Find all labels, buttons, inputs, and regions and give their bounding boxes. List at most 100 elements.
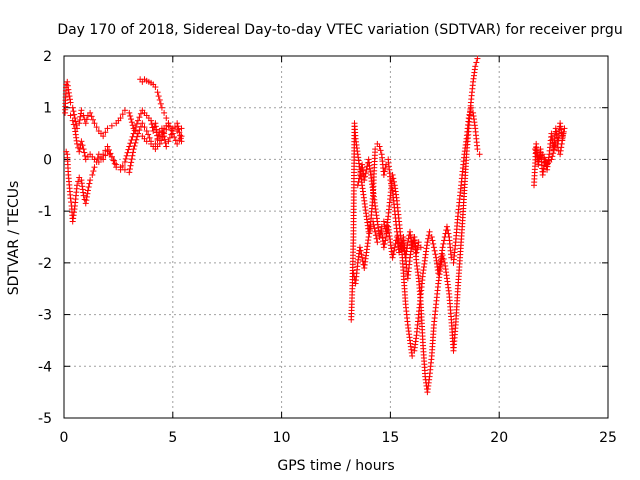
data-point-arc-g <box>404 239 411 246</box>
data-point-arc-b <box>130 149 137 156</box>
data-point-arc-c <box>111 160 118 167</box>
data-point-arc-f <box>389 171 396 178</box>
data-point-arc-g <box>414 246 421 253</box>
data-point-arc-e <box>376 143 383 150</box>
data-point-arc-d <box>161 109 168 116</box>
data-point-arc-i <box>559 137 566 144</box>
data-point-arc-c <box>79 142 86 149</box>
data-point-arc-a <box>83 116 90 123</box>
data-point-arc-a <box>72 118 79 125</box>
data-point-arc-i <box>558 144 565 151</box>
data-point-arc-a <box>77 113 84 120</box>
x-axis-label: GPS time / hours <box>277 458 394 474</box>
data-point-arc-b <box>174 140 181 147</box>
data-point-arc-c <box>76 148 83 155</box>
data-point-arc-a <box>76 116 83 123</box>
x-tick-label: 5 <box>168 430 177 446</box>
data-point-arc-f <box>372 232 379 239</box>
x-tick-label: 20 <box>490 430 508 446</box>
data-point-arc-b <box>67 195 74 202</box>
data-point-arc-g <box>356 171 363 178</box>
x-tick-label: 0 <box>60 430 69 446</box>
data-point-arc-g <box>362 170 369 177</box>
data-point-arc-i <box>549 153 556 160</box>
data-point-arc-c <box>150 127 157 134</box>
data-point-arc-b <box>84 187 91 194</box>
data-point-arc-i <box>533 149 540 156</box>
data-point-arc-c <box>78 138 85 145</box>
data-point-arc-f <box>432 251 439 258</box>
data-points <box>62 55 568 396</box>
data-point-arc-a <box>126 109 133 116</box>
data-point-arc-c <box>81 149 88 156</box>
data-point-arc-c <box>121 159 128 166</box>
x-tick-label: 25 <box>599 430 617 446</box>
data-point-arc-c <box>158 125 165 132</box>
data-point-arc-b <box>139 120 146 127</box>
data-point-arc-f <box>430 240 437 247</box>
data-point-arc-c <box>171 124 178 131</box>
data-point-arc-f <box>439 244 446 251</box>
y-tick-label: -4 <box>38 359 52 375</box>
data-point-arc-c <box>69 117 76 124</box>
data-point-arc-c <box>148 121 155 128</box>
data-point-arc-b <box>129 152 136 159</box>
data-point-arc-f <box>409 352 416 359</box>
data-point-arc-c <box>91 156 98 163</box>
data-point-arc-f <box>391 178 398 185</box>
data-point-arc-d <box>156 96 163 103</box>
data-point-arc-g <box>355 178 362 185</box>
data-point-arc-f <box>359 254 366 261</box>
data-point-arc-g <box>396 246 403 253</box>
data-point-arc-c <box>169 127 176 134</box>
data-point-arc-d <box>155 93 162 100</box>
data-point-arc-e <box>473 59 480 66</box>
data-point-arc-c <box>130 130 137 137</box>
data-point-arc-f <box>374 239 381 246</box>
data-point-arc-i <box>559 134 566 141</box>
x-tick-label: 10 <box>273 430 291 446</box>
data-point-arc-c <box>154 135 161 142</box>
data-point-arc-b <box>166 123 173 130</box>
data-point-arc-i <box>541 154 548 161</box>
data-point-arc-a <box>178 125 185 132</box>
data-point-arc-f <box>466 111 473 118</box>
data-point-arc-a <box>90 116 97 123</box>
axis-ticks: 0 5 10 15 20 25 -5 -4 -3 -2 -1 0 1 2 <box>38 49 617 446</box>
data-point-arc-a <box>71 111 78 118</box>
data-point-arc-a <box>127 112 134 119</box>
data-point-arc-a <box>108 122 115 129</box>
data-point-arc-g <box>389 254 396 261</box>
data-point-arc-c <box>74 140 81 147</box>
data-point-arc-f <box>435 270 442 277</box>
data-point-arc-b <box>148 138 155 145</box>
data-point-arc-c <box>117 166 124 173</box>
data-point-arc-a <box>64 78 71 85</box>
data-point-arc-f <box>431 247 438 254</box>
data-point-arc-g <box>390 251 397 258</box>
data-point-arc-a <box>87 109 94 116</box>
data-point-arc-e <box>372 146 379 153</box>
data-point-arc-c <box>122 155 129 162</box>
data-point-arc-c <box>166 134 173 141</box>
data-point-arc-a <box>64 82 71 89</box>
data-point-arc-b <box>131 142 138 149</box>
data-point-arc-a <box>78 107 85 114</box>
data-point-arc-g <box>380 244 387 251</box>
data-point-arc-c <box>165 138 172 145</box>
data-point-arc-c <box>129 133 136 140</box>
data-point-arc-b <box>128 159 135 166</box>
data-point-arc-b <box>126 166 133 173</box>
data-point-arc-b <box>132 139 139 146</box>
data-point-arc-b <box>152 140 159 147</box>
data-point-arc-f <box>428 234 435 240</box>
data-point-arc-b <box>130 146 137 153</box>
data-point-arc-f <box>436 263 443 270</box>
data-point-arc-f <box>465 115 472 122</box>
data-point-arc-c <box>174 120 181 127</box>
data-point-arc-e <box>382 165 389 172</box>
data-point-arc-c <box>126 143 133 150</box>
data-point-arc-b <box>84 190 91 197</box>
data-point-arc-b <box>171 134 178 141</box>
data-point-arc-c <box>160 129 167 136</box>
